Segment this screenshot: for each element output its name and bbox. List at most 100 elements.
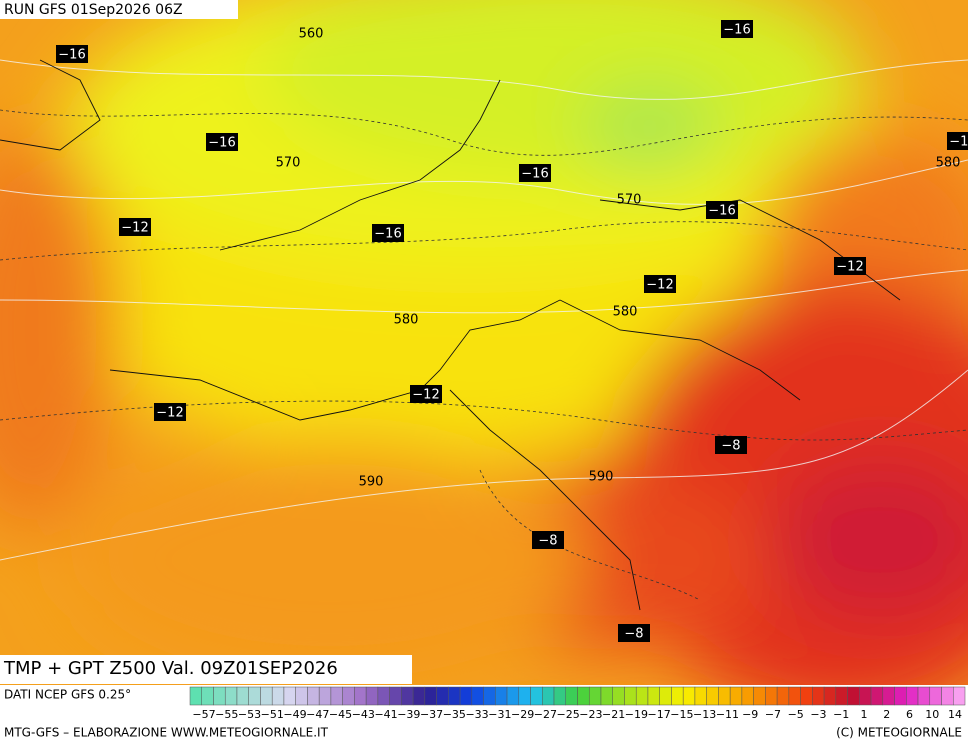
temp-label: −12	[646, 278, 673, 293]
colorbar-cell	[213, 686, 226, 706]
colorbar-tick-label: −17	[648, 708, 671, 721]
colorbar-cell	[295, 686, 308, 706]
colorbar-cell	[729, 686, 743, 706]
colorbar-tick-label: 1	[860, 708, 867, 721]
colorbar-tick-label: −37	[420, 708, 443, 721]
colorbar-cell	[588, 686, 602, 706]
temp-label-box	[618, 624, 650, 642]
temp-label: −12	[121, 221, 148, 236]
temp-label: −16	[374, 227, 401, 242]
colorbar-cell	[271, 686, 285, 706]
colorbar-tick-label: −43	[352, 708, 375, 721]
map-title: TMP + GPT Z500 Val. 09Z01SEP2026	[3, 658, 338, 679]
colorbar-cell	[847, 686, 860, 706]
footer-right: (C) METEOGIORNALE	[836, 726, 962, 740]
colorbar-tick-label: −33	[465, 708, 488, 721]
colorbar-cell	[224, 686, 238, 706]
colorbar-cell	[753, 686, 766, 706]
source-label: DATI NCEP GFS 0.25°	[4, 688, 131, 702]
colorbar-cell	[718, 686, 731, 706]
colorbar-tick-label: −7	[765, 708, 781, 721]
colorbar-cell	[506, 686, 520, 706]
colorbar-tick-label: −55	[215, 708, 238, 721]
temp-label-box	[715, 436, 747, 454]
colorbar-tick-label: −29	[511, 708, 534, 721]
colorbar-cell	[800, 686, 813, 706]
colorbar-cell	[624, 686, 637, 706]
temp-label: −8	[624, 627, 643, 642]
colorbar-cell	[260, 686, 273, 706]
temp-label: −12	[412, 388, 439, 403]
colorbar-cell	[330, 686, 343, 706]
colorbar-tick-label: −25	[557, 708, 580, 721]
colorbar-cell	[694, 686, 707, 706]
temp-label: −8	[721, 439, 740, 454]
colorbar-cell	[765, 686, 778, 706]
colorbar-cell	[518, 686, 531, 706]
map-labels: −16 −16 −16 −16 −16 −16 −16 −12 −12 −12 −12 −12 −8 −8…	[56, 20, 968, 642]
temp-label-box	[206, 133, 238, 151]
colorbar-tick-label: −31	[488, 708, 511, 721]
colorbar-cell	[812, 686, 825, 706]
colorbar-cell	[365, 686, 379, 706]
temp-label-box	[372, 224, 404, 242]
colorbar-cell	[671, 686, 684, 706]
colorbar-cell	[659, 686, 672, 706]
colorbar-cell	[530, 686, 543, 706]
colorbar-cell	[600, 686, 613, 706]
colorbar-tick-label: −5	[788, 708, 804, 721]
temp-label-box	[410, 385, 442, 403]
temp-label: −16	[208, 136, 235, 151]
colorbar-cell	[565, 686, 578, 706]
colorbar-cell	[459, 686, 473, 706]
colorbar-cell	[354, 686, 367, 706]
colorbar-tick-label: −23	[579, 708, 602, 721]
colorbar-tick-label: −21	[602, 708, 625, 721]
colorbar-cell	[906, 686, 919, 706]
colorbar-cell	[307, 686, 320, 706]
colorbar-tick-label: −13	[693, 708, 716, 721]
temp-label-box	[56, 45, 88, 63]
colorbar-tick-label: −3	[810, 708, 826, 721]
colorbar-cell	[953, 686, 966, 706]
colorbar-tick-label: −57	[192, 708, 215, 721]
colorbar-tick-label: −9	[742, 708, 758, 721]
colorbar-cell	[389, 686, 402, 706]
temp-label-box	[834, 257, 866, 275]
temp-label-box	[119, 218, 151, 236]
colorbar-cell	[553, 686, 567, 706]
colorbar-cell	[236, 686, 249, 706]
colorbar-tick-label: −45	[329, 708, 352, 721]
colorbar-cell	[542, 686, 555, 706]
temp-label: −16	[949, 135, 968, 150]
colorbar-cell	[741, 686, 754, 706]
temp-label-box	[644, 275, 676, 293]
colorbar-tick-label: −49	[283, 708, 306, 721]
colorbar-cell	[189, 686, 202, 706]
colorbar-cell	[870, 686, 884, 706]
temp-label-box	[154, 403, 186, 421]
colorbar-cell	[823, 686, 837, 706]
height-label: 590	[359, 475, 384, 490]
colorbar-cell	[424, 686, 437, 706]
colorbar-cell	[706, 686, 719, 706]
footer-left: MTG-GFS – ELABORAZIONE WWW.METEOGIORNALE…	[4, 726, 329, 740]
temp-label: −12	[836, 260, 863, 275]
map	[0, 0, 968, 685]
colorbar-cell	[436, 686, 449, 706]
run-box	[0, 0, 238, 19]
colorbar-cell	[283, 686, 296, 706]
temp-label: −8	[538, 534, 557, 549]
temp-label-box	[947, 132, 968, 150]
colorbar-tick-label: 2	[883, 708, 890, 721]
colorbar-cell	[342, 686, 355, 706]
colorbar-tick-label: −1	[833, 708, 849, 721]
height-label: 580	[613, 305, 638, 320]
colorbar-cell	[201, 686, 214, 706]
colorbar-tick-label: 6	[906, 708, 913, 721]
colorbar-cell	[635, 686, 649, 706]
colorbar-tick-label: −35	[443, 708, 466, 721]
temp-label: −16	[723, 23, 750, 38]
colorbar-cell	[917, 686, 931, 706]
colorbar-cell	[894, 686, 907, 706]
